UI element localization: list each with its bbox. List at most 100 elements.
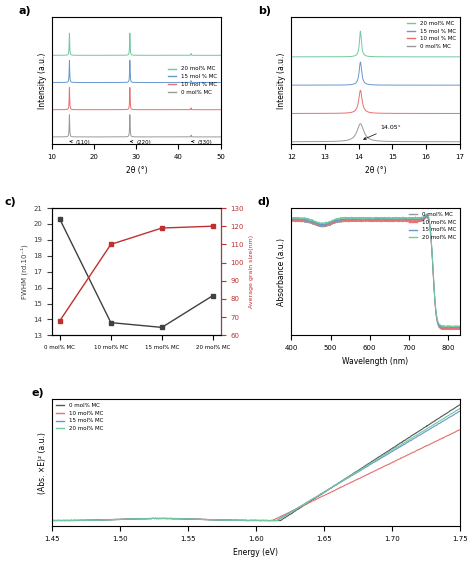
10 mol % MC — [353, 106, 359, 113]
0 mol% MC — [214, 134, 220, 140]
X-axis label: Wavelength (nm): Wavelength (nm) — [343, 357, 409, 366]
Legend: 0 mol% MC, 10 mol% MC, 15 mol% MC, 20 mol% MC: 0 mol% MC, 10 mol% MC, 15 mol% MC, 20 mo… — [55, 402, 104, 432]
20 mol% MC — [121, 52, 127, 59]
Y-axis label: Average grain size(nm): Average grain size(nm) — [249, 235, 255, 308]
15 mol% MC — [309, 496, 315, 503]
20 mol% MC — [401, 440, 407, 447]
Text: (110): (110) — [70, 140, 91, 145]
Line: 10 mol % MC: 10 mol % MC — [52, 88, 220, 110]
20 mol% MC — [318, 53, 323, 60]
10 mol% MC — [299, 217, 304, 224]
Line: 20 mol% MC: 20 mol% MC — [292, 31, 460, 57]
15 mol % MC — [308, 82, 313, 88]
15 mol % MC — [214, 79, 220, 86]
10 mol % MC — [121, 106, 127, 113]
15 mol% MC — [289, 216, 294, 222]
Legend: 20 mol% MC, 15 mol % MC, 10 mol % MC, 0 mol% MC: 20 mol% MC, 15 mol % MC, 10 mol % MC, 0 … — [167, 66, 218, 96]
Legend: 0 mol% MC, 10 mol% MC, 15 mol% MC, 20 mol% MC: 0 mol% MC, 10 mol% MC, 15 mol% MC, 20 mo… — [408, 211, 457, 241]
Text: c): c) — [5, 198, 17, 208]
20 mol% MC — [51, 517, 56, 524]
0 mol% MC — [416, 218, 422, 225]
Y-axis label: Intensity (a.u.): Intensity (a.u.) — [277, 53, 286, 109]
0 mol% MC — [289, 138, 294, 145]
0 mol% MC — [401, 438, 407, 444]
20 mol% MC — [299, 215, 304, 221]
0 mol% MC — [75, 517, 81, 524]
10 mol % MC — [360, 102, 366, 109]
20 mol% MC — [396, 215, 401, 221]
10 mol% MC — [49, 517, 55, 524]
Text: (220): (220) — [130, 140, 151, 145]
0 mol% MC — [79, 134, 84, 140]
10 mol % MC — [308, 110, 313, 117]
Line: 15 mol % MC: 15 mol % MC — [52, 61, 220, 83]
15 mol% MC — [401, 442, 406, 449]
15 mol % MC — [360, 77, 366, 84]
10 mol % MC — [196, 106, 202, 113]
10 mol% MC — [310, 498, 315, 504]
20 mol% MC — [75, 517, 81, 524]
Y-axis label: FWHM (rd.10⁻¹): FWHM (rd.10⁻¹) — [20, 245, 28, 299]
10 mol% MC — [359, 474, 365, 481]
Legend: 20 mol% MC, 15 mol % MC, 10 mol % MC, 0 mol% MC: 20 mol% MC, 15 mol % MC, 10 mol % MC, 0 … — [406, 20, 457, 50]
15 mol% MC — [457, 408, 463, 415]
0 mol% MC — [287, 511, 292, 518]
20 mol% MC — [69, 52, 74, 58]
10 mol% MC — [297, 504, 303, 511]
0 mol% MC — [310, 496, 315, 503]
20 mol% MC — [114, 52, 119, 59]
Text: e): e) — [32, 388, 45, 398]
0 mol% MC — [457, 138, 463, 145]
20 mol% MC — [359, 465, 365, 472]
15 mol % MC — [196, 79, 202, 86]
20 mol% MC — [440, 323, 446, 330]
10 mol % MC — [127, 84, 133, 91]
10 mol % MC — [69, 106, 74, 113]
10 mol% MC — [396, 216, 401, 223]
15 mol % MC — [353, 79, 359, 86]
10 mol % MC — [114, 106, 119, 113]
Y-axis label: Absorbance (a.u.): Absorbance (a.u.) — [277, 238, 286, 306]
0 mol% MC — [424, 214, 429, 221]
20 mol% MC — [391, 215, 396, 222]
15 mol % MC — [218, 79, 223, 86]
15 mol % MC — [357, 59, 363, 66]
10 mol% MC — [391, 216, 396, 223]
15 mol% MC — [434, 312, 439, 319]
15 mol% MC — [49, 517, 55, 524]
15 mol % MC — [121, 79, 127, 86]
Line: 0 mol% MC: 0 mol% MC — [292, 124, 460, 142]
0 mol% MC — [52, 517, 57, 524]
15 mol % MC — [289, 82, 294, 88]
0 mol% MC — [359, 465, 365, 471]
0 mol% MC — [353, 130, 359, 137]
Text: a): a) — [18, 6, 31, 16]
0 mol% MC — [308, 138, 313, 145]
20 mol% MC — [196, 52, 202, 59]
Line: 15 mol% MC: 15 mol% MC — [52, 411, 460, 521]
20 mol% MC — [357, 28, 363, 35]
0 mol% MC — [386, 218, 392, 225]
10 mol% MC — [424, 213, 429, 220]
Line: 10 mol% MC: 10 mol% MC — [292, 216, 460, 328]
10 mol % MC — [318, 110, 323, 117]
0 mol% MC — [196, 134, 202, 140]
0 mol% MC — [289, 217, 294, 224]
10 mol % MC — [214, 106, 220, 113]
20 mol% MC — [289, 214, 294, 221]
Text: b): b) — [258, 6, 271, 16]
10 mol% MC — [457, 325, 463, 332]
15 mol % MC — [127, 57, 133, 64]
20 mol% MC — [310, 496, 315, 503]
10 mol % MC — [289, 110, 294, 117]
10 mol % MC — [79, 106, 84, 113]
Line: 0 mol% MC: 0 mol% MC — [52, 405, 460, 521]
20 mol% MC — [353, 52, 359, 58]
15 mol% MC — [297, 503, 302, 510]
10 mol% MC — [289, 216, 294, 223]
15 mol% MC — [358, 466, 364, 473]
15 mol % MC — [457, 82, 463, 88]
10 mol % MC — [454, 110, 459, 117]
0 mol% MC — [454, 138, 459, 145]
0 mol% MC — [360, 126, 366, 133]
